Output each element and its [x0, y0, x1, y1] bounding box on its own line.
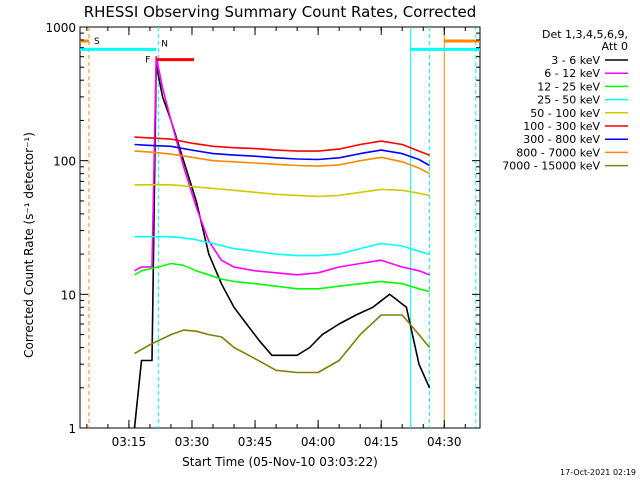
x-tick-label: 04:00 — [301, 435, 336, 449]
x-axis-label: Start Time (05-Nov-10 03:03:22) — [182, 455, 378, 469]
legend-header-line-1: Det 1,3,4,5,6,9, — [542, 28, 628, 41]
x-tick-label: 03:30 — [175, 435, 210, 449]
plot-area — [79, 26, 481, 429]
legend-label: 800 - 7000 keV — [516, 146, 600, 159]
series-line — [134, 314, 431, 374]
flag-label: F — [145, 56, 150, 66]
legend-label: 25 - 50 keV — [537, 94, 600, 107]
flag-label: S — [94, 37, 100, 47]
flag-label: N — [161, 39, 168, 49]
series-line — [134, 235, 430, 257]
chart-title: RHESSI Observing Summary Count Rates, Co… — [84, 3, 477, 21]
legend-label: 12 - 25 keV — [537, 80, 600, 93]
y-tick-label: 1 — [68, 422, 76, 436]
legend-header-line-2: Att 0 — [602, 40, 628, 53]
x-tick-label: 03:45 — [238, 435, 273, 449]
legend-label: 300 - 800 keV — [523, 133, 600, 146]
series-line — [133, 64, 431, 429]
y-tick-label: 10 — [61, 288, 76, 302]
series-line — [134, 136, 430, 156]
footer-timestamp: 17-Oct-2021 02:19 — [560, 468, 636, 477]
series-line — [134, 262, 430, 293]
y-tick-label: 100 — [53, 155, 76, 169]
series-line — [134, 143, 430, 167]
plot-frame — [79, 26, 481, 429]
legend-label: 50 - 100 keV — [530, 107, 600, 120]
series-line — [134, 55, 430, 276]
legend-label: 6 - 12 keV — [544, 67, 600, 80]
legend-label: 100 - 300 keV — [523, 120, 600, 133]
y-axis-label: Corrected Count Rate (s⁻¹ detector⁻¹) — [22, 132, 36, 358]
legend-label: 3 - 6 keV — [551, 54, 600, 67]
x-tick-label: 04:15 — [364, 435, 399, 449]
series-line — [134, 150, 430, 175]
axes: 03:15 03:30 03:45 04:00 04:15 04:30 1 10 100 1000 — [45, 21, 480, 449]
series-layer — [133, 55, 431, 429]
flag-bars: S N F — [80, 37, 480, 66]
x-tick-label: 03:15 — [112, 435, 147, 449]
vertical-markers — [88, 27, 477, 428]
y-tick-label: 1000 — [45, 21, 76, 35]
series-line — [134, 184, 430, 198]
x-tick-label: 04:30 — [427, 435, 462, 449]
legend-label: 7000 - 15000 keV — [502, 160, 600, 173]
